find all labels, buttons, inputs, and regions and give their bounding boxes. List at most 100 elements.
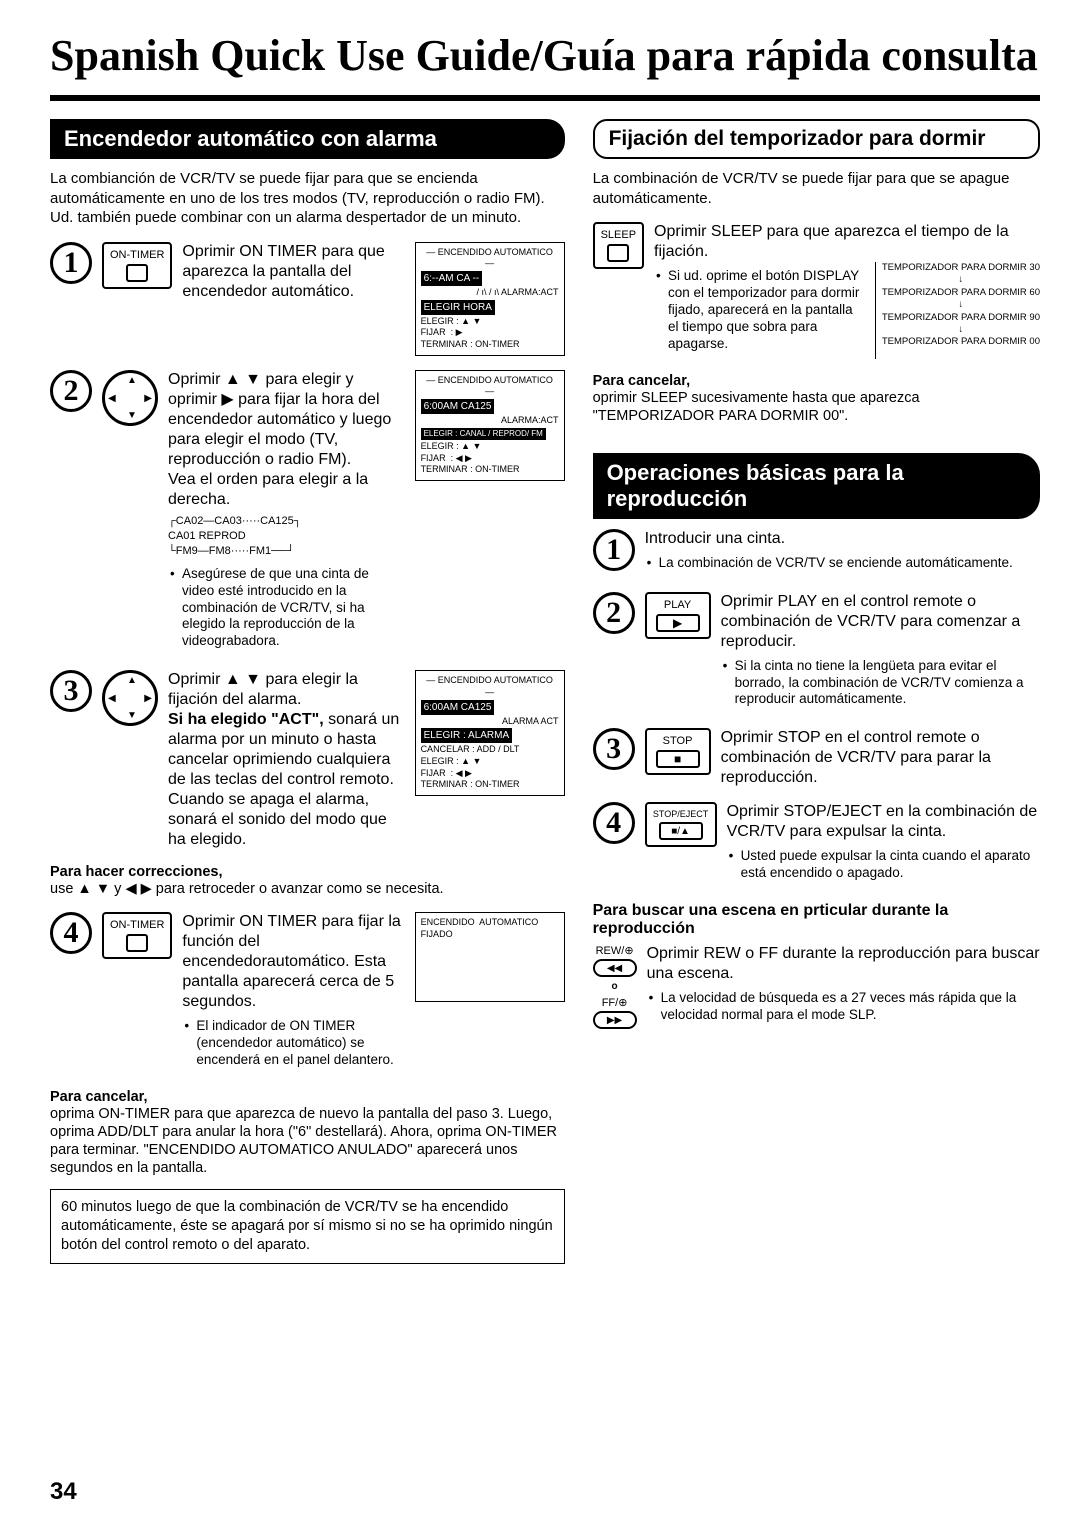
button-icon [126, 264, 148, 282]
step-3: 3 ▲ ▼ ◀ ▶ Oprimir ▲ ▼ para elegir la fij… [50, 670, 565, 850]
step-body: Oprimir PLAY en el control remote o comb… [721, 592, 1040, 715]
step-2: 2 ▲ ▼ ◀ ▶ Oprimir ▲ ▼ para elegir y opri… [50, 370, 565, 657]
left-column: Encendedor automático con alarma La comb… [50, 119, 565, 1264]
screen-time: 6:--AM CA -- [421, 271, 483, 286]
right-column: Fijación del temporizador para dormir La… [593, 119, 1040, 1264]
elegir-hora: ELEGIR HORA [421, 300, 495, 315]
step-1: 1 ON-TIMER Oprimir ON TIMER para que apa… [50, 242, 565, 356]
step-body: Oprimir ON TIMER para fijar la función d… [182, 912, 404, 1075]
stop-eject-icon: ■/▲ [659, 822, 703, 840]
screen-title: — ENCENDIDO AUTOMATICO — [421, 247, 559, 270]
screen-display-3: — ENCENDIDO AUTOMATICO — 6:00AM CA125 AL… [415, 670, 565, 796]
screen-alarm: / ı\ / ı\ ALARMA:ACT [421, 287, 559, 299]
sleep-intro: La combinación de VCR/TV se puede fijar … [593, 169, 1040, 208]
step-bullet: La velocidad de búsqueda es a 27 veces m… [661, 990, 1040, 1024]
step-bullet: Usted puede expulsar la cinta cuando el … [741, 848, 1040, 882]
stop-eject-button: STOP/EJECT ■/▲ [645, 802, 717, 847]
section-header-sleep: Fijación del temporizador para dormir [593, 119, 1040, 159]
step-bullet: Si la cinta no tiene la lengüeta para ev… [735, 658, 1040, 709]
cancel-heading: Para cancelar, [50, 1089, 565, 1105]
screen-time: 6:00AM CA125 [421, 700, 495, 715]
button-label: ON-TIMER [110, 919, 164, 931]
section-header-auto-on: Encendedor automático con alarma [50, 119, 565, 159]
stop-button: STOP ■ [645, 728, 711, 775]
step-bullet: La combinación de VCR/TV se enciende aut… [659, 555, 1040, 572]
button-label: PLAY [664, 599, 691, 611]
channel-order-diagram: ┌CA02—CA03·····CA125┐ CA01 REPROD └FM9—F… [168, 514, 405, 560]
step-bullet: El indicador de ON TIMER (encendedor aut… [196, 1018, 404, 1069]
step-number: 3 [50, 670, 92, 712]
dpad-icon: ▲ ▼ ◀ ▶ [102, 670, 158, 726]
search-step: REW/⊕ ◀◀ o FF/⊕ ▶▶ Oprimir REW o FF dura… [593, 944, 1040, 1030]
step-number: 4 [50, 912, 92, 954]
button-label: STOP/EJECT [653, 809, 708, 819]
screen-display-1: — ENCENDIDO AUTOMATICO — 6:--AM CA -- / … [415, 242, 565, 356]
on-timer-button: ON-TIMER [102, 912, 172, 959]
screen-display-2: — ENCENDIDO AUTOMATICO — 6:00AM CA125 AL… [415, 370, 565, 482]
screen-time: 6:00AM CA125 [421, 399, 495, 414]
screen-footer: ELEGIR : ▲ ▼ FIJAR : ◀ ▶ TERMINAR : ON-T… [421, 441, 559, 476]
dpad-icon: ▲ ▼ ◀ ▶ [102, 370, 158, 426]
step-body: Introducir una cinta. La combinación de … [645, 529, 1040, 578]
page-title: Spanish Quick Use Guide/Guía para rápida… [50, 20, 1040, 101]
play-step-1: 1 Introducir una cinta. La combinación d… [593, 529, 1040, 578]
sleep-cancel-text: oprimir SLEEP sucesivamente hasta que ap… [593, 389, 1040, 425]
or-label: o [612, 981, 618, 992]
sleep-button: SLEEP [593, 222, 644, 269]
step-number: 1 [593, 529, 635, 571]
stop-icon: ■ [656, 750, 700, 768]
search-heading: Para buscar una escena en prticular dura… [593, 902, 1040, 938]
screen-cancelar: CANCELAR : ADD / DLT [421, 744, 559, 756]
intro-text: La combianción de VCR/TV se puede fijar … [50, 169, 565, 228]
step-number: 1 [50, 242, 92, 284]
corrections-text: use ▲ ▼ y ◀ ▶ para retroceder o avanzar … [50, 880, 565, 898]
play-step-2: 2 PLAY ▶ Oprimir PLAY en el control remo… [593, 592, 1040, 715]
step-bullet: Asegúrese de que una cinta de video esté… [182, 566, 405, 650]
button-icon [126, 934, 148, 952]
step-body: Oprimir STOP en el control remote o comb… [721, 728, 1040, 788]
rew-icon: ◀◀ [593, 959, 637, 977]
play-step-3: 3 STOP ■ Oprimir STOP en el control remo… [593, 728, 1040, 788]
step-body: Oprimir ▲ ▼ para elegir y oprimir ▶ para… [168, 370, 405, 657]
cancel-text: oprima ON-TIMER para que aparezca de nue… [50, 1105, 565, 1178]
rew-ff-buttons: REW/⊕ ◀◀ o FF/⊕ ▶▶ [593, 944, 637, 1029]
section-header-playback: Operaciones básicas para la reproducción [593, 453, 1040, 519]
step-number: 2 [50, 370, 92, 412]
page-number: 34 [50, 1478, 77, 1506]
button-label: STOP [663, 735, 693, 747]
step-number: 3 [593, 728, 635, 770]
elegir-canal: ELEGIR : CANAL / REPROD/ FM [421, 428, 546, 440]
screen-display-4: ENCENDIDO AUTOMATICO FIJADO [415, 912, 565, 1002]
screen-alarm: ALARMA:ACT [421, 415, 559, 427]
sleep-bullet: Si ud. oprime el botón DISPLAY con el te… [668, 268, 867, 352]
timer-sequence: TEMPORIZADOR PARA DORMIR 30 ↓ TEMPORIZAD… [875, 262, 1040, 358]
screen-alarm: ALARMA ACT [421, 716, 559, 728]
sleep-step: SLEEP Oprimir SLEEP para que aparezca el… [593, 222, 1040, 358]
sleep-cancel-heading: Para cancelar, [593, 373, 1040, 389]
elegir-alarma: ELEGIR : ALARMA [421, 728, 513, 743]
button-label: ON-TIMER [110, 249, 164, 261]
step-body: Oprimir ON TIMER para que aparezca la pa… [182, 242, 404, 302]
screen-footer: ELEGIR : ▲ ▼ FIJAR : ▶ TERMINAR : ON-TIM… [421, 316, 559, 351]
screen-title: — ENCENDIDO AUTOMATICO — [421, 375, 559, 398]
step-body: Oprimir REW o FF durante la reproducción… [647, 944, 1040, 1030]
screen-footer: ELEGIR : ▲ ▼ FIJAR : ◀ ▶ TERMINAR : ON-T… [421, 756, 559, 791]
step-body: Oprimir ▲ ▼ para elegir la fijación del … [168, 670, 405, 850]
step-number: 2 [593, 592, 635, 634]
button-icon [607, 244, 629, 262]
corrections-heading: Para hacer correcciones, [50, 864, 565, 880]
auto-off-note: 60 minutos luego de que la combinación d… [50, 1189, 565, 1264]
play-button: PLAY ▶ [645, 592, 711, 639]
step-4: 4 ON-TIMER Oprimir ON TIMER para fijar l… [50, 912, 565, 1075]
rew-label: REW/⊕ [596, 944, 634, 957]
on-timer-button: ON-TIMER [102, 242, 172, 289]
play-icon: ▶ [656, 614, 700, 632]
screen-title: — ENCENDIDO AUTOMATICO — [421, 675, 559, 698]
ff-icon: ▶▶ [593, 1011, 637, 1029]
ff-label: FF/⊕ [602, 996, 628, 1009]
step-body: Oprimir SLEEP para que aparezca el tiemp… [654, 222, 1040, 358]
play-step-4: 4 STOP/EJECT ■/▲ Oprimir STOP/EJECT en l… [593, 802, 1040, 888]
step-body: Oprimir STOP/EJECT en la combinación de … [727, 802, 1040, 888]
button-label: SLEEP [601, 229, 636, 241]
step-number: 4 [593, 802, 635, 844]
